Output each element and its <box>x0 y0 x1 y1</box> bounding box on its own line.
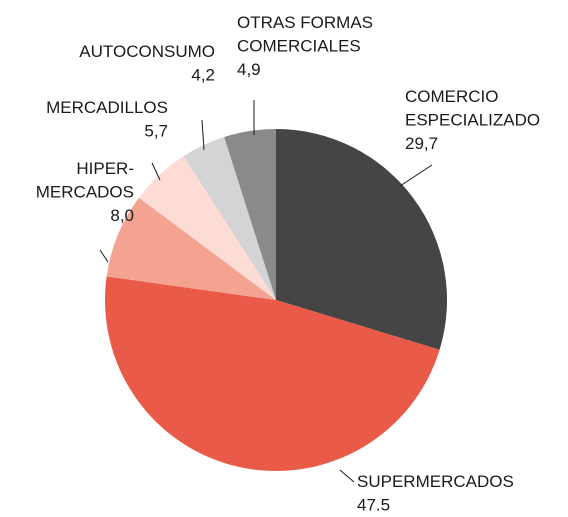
value-label: 4,9 <box>237 60 261 79</box>
pie-slice <box>138 156 276 300</box>
pie-slice <box>276 129 447 350</box>
value-label: 8,0 <box>110 206 134 225</box>
leader-line <box>339 469 355 483</box>
slice-label: HIPER- <box>76 159 134 178</box>
value-label: 4,2 <box>191 66 215 85</box>
slice-label: ESPECIALIZADO <box>405 111 540 130</box>
value-label: 29,7 <box>405 134 438 153</box>
pie-slice <box>183 137 276 300</box>
leader-line <box>99 249 109 263</box>
pie-slice <box>105 276 440 471</box>
slice-label: OTRAS FORMAS <box>237 13 373 32</box>
slice-label: COMERCIO <box>405 87 499 106</box>
slice-label: MERCADILLOS <box>46 98 168 117</box>
pie-slice <box>106 197 276 300</box>
slice-label: MERCADOS <box>36 183 134 202</box>
value-label: 5,7 <box>144 122 168 141</box>
leader-line <box>201 119 205 151</box>
slice-label: COMERCIALES <box>237 37 361 56</box>
slice-label: AUTOCONSUMO <box>79 42 215 61</box>
slice-label: SUPERMERCADOS <box>357 472 514 491</box>
leader-line <box>399 164 433 187</box>
pie-slice <box>224 129 276 300</box>
leader-line <box>151 162 161 181</box>
value-label: 47.5 <box>357 496 390 515</box>
